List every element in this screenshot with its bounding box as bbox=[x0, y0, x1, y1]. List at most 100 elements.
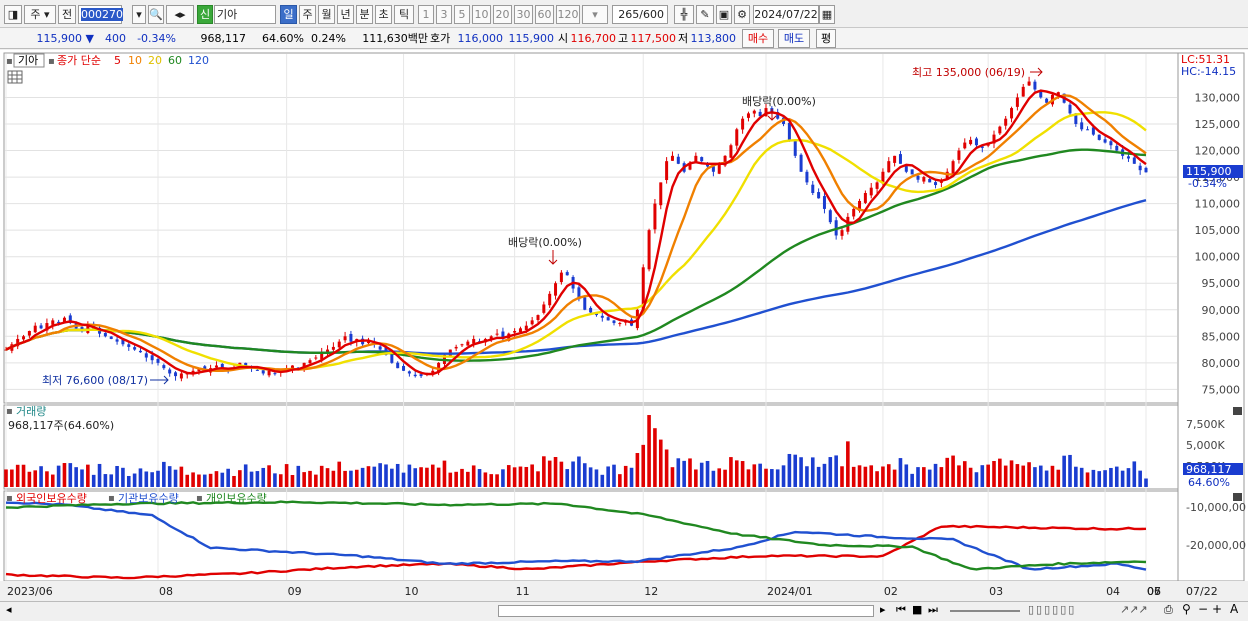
volume-bar bbox=[56, 465, 61, 487]
bottom-scrollbar[interactable]: ◂ ▸ ⏮ ■ ⏭ ▯▯▯▯▯▯ ↗↗↗ ⎙ ⚲ − + A bbox=[0, 601, 1248, 621]
scroll-thumb[interactable] bbox=[498, 605, 874, 617]
market-select[interactable]: 주 ▾ bbox=[24, 5, 56, 24]
code-dropdown-icon[interactable]: ▾ bbox=[132, 5, 146, 24]
current-price-tag-text: 115,900 bbox=[1186, 165, 1232, 178]
high-annotation: 최고 135,000 (06/19) bbox=[912, 66, 1025, 79]
zoom-slider[interactable] bbox=[950, 610, 1020, 612]
candle-body bbox=[957, 150, 961, 160]
search-icon[interactable]: 🔍 bbox=[148, 5, 164, 24]
current-price: 115,900 ▼ bbox=[36, 32, 94, 45]
volume-bar bbox=[588, 467, 593, 487]
volume-bar bbox=[419, 467, 423, 487]
scroll-right-icon[interactable]: ▸ bbox=[880, 603, 886, 616]
price-chart-svg[interactable]: ▪ 기아 ▪ 종가 단순 5 10 20 60 120 최고 135,000 (… bbox=[0, 50, 1248, 602]
trend-tools-icon[interactable]: ↗↗↗ bbox=[1120, 603, 1148, 616]
first-page-icon[interactable]: ⏮ bbox=[896, 603, 906, 616]
candle-body bbox=[115, 339, 119, 342]
minute-10[interactable]: 10 bbox=[472, 5, 491, 24]
tab-stock[interactable] bbox=[13, 53, 45, 68]
period-minute[interactable]: 분 bbox=[356, 5, 373, 24]
minute-custom-select[interactable]: ▾ bbox=[582, 5, 608, 24]
volume-bar bbox=[33, 470, 38, 487]
x-axis-label: 06 bbox=[1147, 585, 1161, 598]
period-day[interactable]: 일 bbox=[280, 5, 297, 24]
volume-bar bbox=[319, 465, 324, 487]
minute-60[interactable]: 60 bbox=[535, 5, 554, 24]
candle-body bbox=[1021, 86, 1025, 97]
table-icon[interactable] bbox=[7, 70, 23, 84]
holdings-close-icon[interactable] bbox=[1233, 493, 1242, 501]
stock-code-input[interactable]: 000270 bbox=[78, 5, 123, 24]
prev-button[interactable]: 전 bbox=[58, 5, 76, 24]
candle-body bbox=[396, 362, 400, 369]
volume-bar bbox=[694, 469, 698, 487]
stock-name-field[interactable]: 기아 bbox=[214, 5, 276, 24]
volume-bar bbox=[232, 475, 236, 487]
minute-120[interactable]: 120 bbox=[556, 5, 580, 24]
volume-bar bbox=[97, 463, 102, 487]
candle-body bbox=[168, 369, 172, 374]
gear-icon[interactable]: ⚙ bbox=[734, 5, 750, 24]
volume-bar bbox=[875, 471, 879, 487]
sell-button[interactable]: 매도 bbox=[778, 29, 810, 48]
eval-button[interactable]: 평 bbox=[816, 29, 836, 48]
minute-3[interactable]: 3 bbox=[436, 5, 452, 24]
candle-body bbox=[191, 370, 195, 374]
date-field[interactable]: 2024/07/22 bbox=[753, 5, 819, 24]
period-year[interactable]: 년 bbox=[337, 5, 354, 24]
trade-value: 111,630백만 bbox=[362, 32, 428, 45]
draw-icon[interactable]: ✎ bbox=[696, 5, 714, 24]
indicator-label[interactable]: 종가 단순 bbox=[57, 54, 101, 67]
minute-20[interactable]: 20 bbox=[493, 5, 512, 24]
period-tick[interactable]: 틱 bbox=[394, 5, 414, 24]
candle-body bbox=[700, 157, 704, 162]
volume-bar bbox=[869, 465, 874, 487]
zoom-in-icon[interactable]: + bbox=[1212, 602, 1223, 616]
candle-body bbox=[799, 154, 803, 172]
volume-bar bbox=[536, 471, 540, 487]
volume-bar bbox=[922, 467, 926, 487]
buy-button[interactable]: 매수 bbox=[742, 29, 774, 48]
zoom-icon[interactable]: ⚲ bbox=[1182, 602, 1191, 616]
chart-area[interactable]: ▪ 기아 ▪ 종가 단순 5 10 20 60 120 최고 135,000 (… bbox=[0, 50, 1248, 602]
crosshair-icon[interactable]: ╬ bbox=[674, 5, 694, 24]
period-second[interactable]: 초 bbox=[375, 5, 392, 24]
volume-bar bbox=[401, 472, 406, 487]
volume-bar bbox=[1038, 465, 1043, 487]
volume-current-tag bbox=[1183, 463, 1243, 475]
stop-icon[interactable]: ■ bbox=[912, 603, 923, 616]
layout-icons[interactable]: ▯▯▯▯▯▯ bbox=[1028, 603, 1077, 616]
sound-icon[interactable]: ◂▸ bbox=[166, 5, 194, 24]
candle-body bbox=[998, 126, 1002, 134]
candle-body bbox=[565, 272, 569, 276]
candle-body bbox=[746, 113, 750, 118]
last-page-icon[interactable]: ⏭ bbox=[928, 603, 938, 616]
volume-bar bbox=[506, 465, 511, 487]
volume-bar bbox=[1015, 464, 1020, 487]
period-week[interactable]: 주 bbox=[299, 5, 316, 24]
volume-close-icon[interactable] bbox=[1233, 407, 1242, 415]
volume-bar bbox=[74, 467, 78, 487]
period-month[interactable]: 월 bbox=[318, 5, 335, 24]
price-tick-label: 90,000 bbox=[1202, 304, 1241, 317]
minute-5[interactable]: 5 bbox=[454, 5, 470, 24]
save-icon[interactable]: ▣ bbox=[716, 5, 732, 24]
minute-1[interactable]: 1 bbox=[418, 5, 434, 24]
font-size-icon[interactable]: A bbox=[1230, 602, 1239, 616]
candle-body bbox=[267, 370, 271, 376]
candle-body bbox=[641, 267, 645, 313]
volume-bar bbox=[647, 415, 651, 487]
window-icon[interactable]: ◨ bbox=[4, 5, 22, 24]
candle-body bbox=[869, 187, 873, 196]
scroll-left-icon[interactable]: ◂ bbox=[6, 603, 12, 616]
minute-30[interactable]: 30 bbox=[514, 5, 533, 24]
count-display[interactable]: 265/600 bbox=[612, 5, 668, 24]
zoom-out-icon[interactable]: − bbox=[1198, 602, 1209, 616]
candle-body bbox=[852, 208, 856, 217]
calendar-icon[interactable]: ▦ bbox=[819, 5, 835, 24]
quote-bar: 115,900 ▼ 400 -0.34% 968,117 64.60% 0.24… bbox=[0, 28, 1248, 49]
legend-foreign: 외국인보유수량 bbox=[16, 492, 87, 505]
candle-body bbox=[928, 179, 932, 183]
volume-bar bbox=[325, 468, 330, 487]
screenshot-icon[interactable]: ⎙ bbox=[1164, 603, 1173, 616]
